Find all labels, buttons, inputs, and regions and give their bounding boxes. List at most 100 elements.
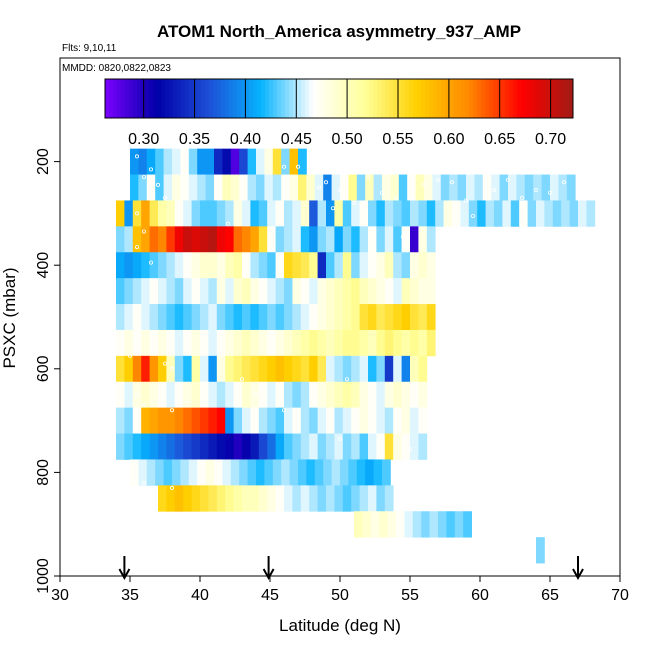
colorbar-swatch [393, 79, 398, 118]
heatmap-cell [292, 329, 302, 357]
heatmap-cell [141, 226, 150, 253]
heatmap-cell [250, 278, 260, 305]
heatmap-cell [566, 174, 576, 201]
sample-marker [562, 459, 567, 464]
heatmap-cell [275, 200, 285, 227]
sample-marker [505, 387, 510, 392]
heatmap-cell [208, 278, 218, 305]
heatmap-cell [163, 148, 173, 175]
heatmap-cell [208, 381, 218, 409]
sample-marker [365, 175, 370, 180]
colorbar-swatch [129, 79, 134, 118]
heatmap-cell [124, 226, 134, 253]
heatmap-cell [410, 226, 419, 253]
colorbar-tick-label: 0.60 [433, 131, 464, 148]
heatmap-cell [426, 200, 436, 227]
heatmap-cell [124, 278, 134, 305]
heatmap-cell [258, 433, 268, 460]
sample-marker [576, 182, 581, 187]
colorbar-swatch [361, 79, 366, 118]
heatmap-cell [242, 278, 251, 305]
heatmap-cell [477, 200, 486, 227]
heatmap-cell [393, 355, 402, 383]
heatmap-cell [138, 174, 148, 201]
heatmap-cell [264, 148, 274, 175]
heatmap-cell [351, 329, 360, 357]
flight-arrow-head [572, 568, 584, 581]
heatmap-cell [272, 174, 282, 201]
heatmap-cell [334, 433, 344, 460]
heatmap-cell [519, 200, 528, 227]
heatmap-cell [331, 459, 341, 486]
heatmap-cell [289, 459, 299, 486]
heatmap-cell [384, 433, 394, 460]
colorbar-swatch [265, 79, 270, 118]
heatmap-cell [174, 226, 184, 253]
heatmap-cell [300, 226, 310, 253]
sample-marker [604, 180, 609, 185]
colorbar-swatch [233, 79, 238, 118]
colorbar-swatch [489, 79, 494, 118]
heatmap-cell [116, 433, 125, 460]
heatmap-cell [275, 355, 285, 383]
heatmap-cell [418, 433, 428, 460]
heatmap-cell [384, 355, 394, 383]
heatmap-cell [272, 459, 282, 486]
heatmap-cell [230, 174, 240, 201]
sample-marker [562, 532, 567, 537]
heatmap-cell [309, 381, 318, 409]
colorbar-swatch [353, 79, 358, 118]
heatmap-cell [426, 252, 436, 279]
colorbar-swatch [481, 79, 486, 118]
colorbar-swatch [429, 79, 434, 118]
heatmap-cell [412, 511, 422, 538]
colorbar-swatch [449, 79, 454, 118]
colorbar-swatch [281, 79, 286, 118]
sample-marker [134, 501, 139, 506]
heatmap-cell [216, 200, 226, 227]
heatmap-cell [368, 485, 377, 512]
heatmap-cell [309, 329, 318, 357]
heatmap-cell [267, 329, 276, 357]
heatmap-cell [180, 148, 190, 175]
heatmap-cell [141, 252, 150, 279]
heatmap-cell [401, 252, 411, 279]
heatmap-cell [205, 459, 215, 486]
heatmap-cell [351, 485, 360, 512]
heatmap-cell [258, 226, 268, 253]
sample-marker [148, 167, 153, 172]
heatmap-cell [432, 174, 442, 201]
heatmap-cell [166, 226, 176, 253]
heatmap-cell [368, 407, 377, 434]
sample-marker [162, 361, 167, 366]
heatmap-cell [421, 511, 430, 538]
heatmap-cell [225, 278, 234, 305]
colorbar-swatch [377, 79, 382, 118]
heatmap-cell [334, 200, 344, 227]
heatmap-cell [309, 226, 318, 253]
colorbar-swatch [229, 79, 234, 118]
heatmap-cell [225, 433, 234, 460]
heatmap-cell [174, 329, 184, 357]
heatmap-cell [222, 148, 232, 175]
heatmap-cell [401, 304, 411, 331]
heatmap-cell [256, 174, 265, 201]
x-tick-label: 55 [401, 587, 419, 604]
heatmap-cell [351, 226, 360, 253]
sample-marker [555, 361, 560, 366]
sample-marker [576, 439, 581, 444]
colorbar-swatch [517, 79, 522, 118]
heatmap-cell [292, 252, 302, 279]
heatmap-cell [284, 355, 293, 383]
colorbar-swatch [473, 79, 478, 118]
heatmap-cell [149, 433, 159, 460]
heatmap-cell [292, 304, 302, 331]
sample-marker [134, 154, 139, 159]
heatmap-cell [342, 407, 352, 434]
heatmap-cell [415, 174, 425, 201]
heatmap-cell [166, 304, 176, 331]
heatmap-cell [191, 304, 201, 331]
heatmap-cell [401, 433, 411, 460]
heatmap-cell [200, 200, 209, 227]
colorbar-swatch [293, 79, 298, 118]
